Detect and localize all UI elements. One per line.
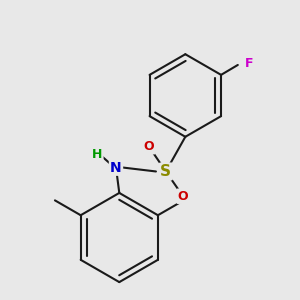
Text: O: O bbox=[178, 190, 188, 203]
Text: H: H bbox=[92, 148, 102, 161]
Text: O: O bbox=[144, 140, 154, 153]
Text: N: N bbox=[110, 160, 122, 175]
Text: F: F bbox=[245, 57, 254, 70]
Text: S: S bbox=[160, 164, 171, 179]
